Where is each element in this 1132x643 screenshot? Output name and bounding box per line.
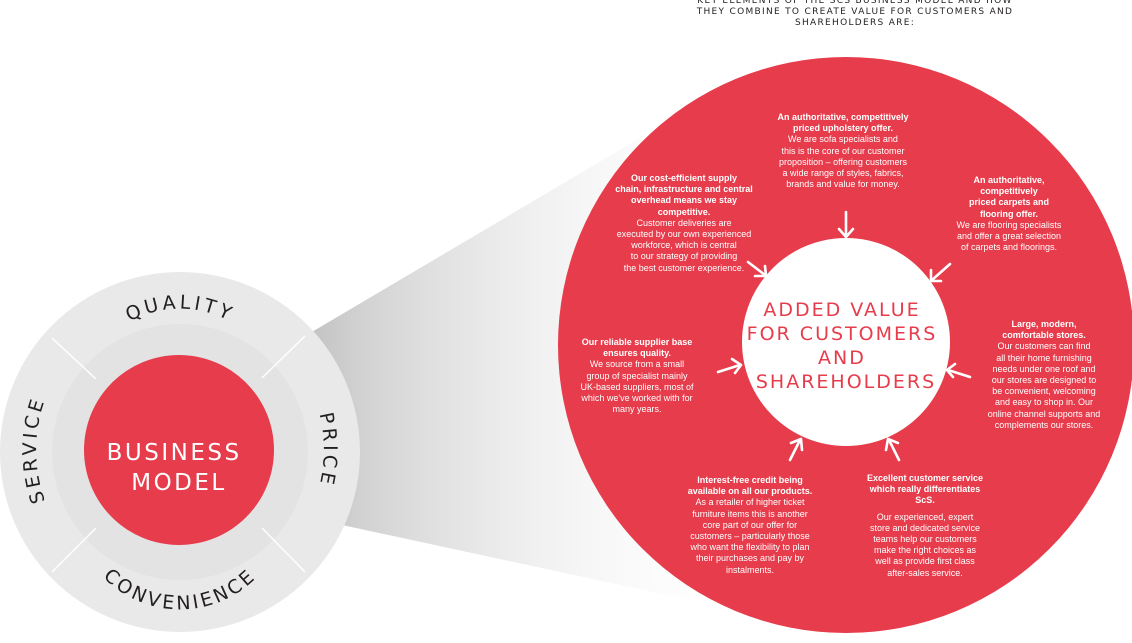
- blurb-title-line: Interest-free credit being: [697, 475, 803, 485]
- blurb-body-line: Our customers can find: [997, 341, 1091, 352]
- wheel-divider: [261, 527, 306, 573]
- blurb-body-line: UK-based suppliers, most of: [580, 381, 694, 392]
- blurb-stores: Large, modern, comfortable stores. Our c…: [975, 319, 1113, 431]
- blurb-body-line: a wide range of styles, fabrics,: [782, 168, 904, 179]
- blurb-title-line: Large, modern,: [1011, 319, 1077, 329]
- blurb-title-line: priced carpets and: [968, 197, 1050, 208]
- value-center-line: FOR CUSTOMERS: [747, 323, 938, 345]
- blurb-body-line: the best customer experience.: [623, 262, 745, 273]
- diagram-heading: KEY ELEMENTS OF THE SCS BUSINESS MODEL A…: [690, 0, 1020, 29]
- arrow-icon: [716, 357, 743, 375]
- wheel-center-line: BUSINESS: [107, 440, 242, 466]
- blurb-title-line: overhead means we stay: [630, 195, 738, 206]
- blurb-body-line: complements our stores.: [994, 419, 1094, 430]
- blurb-body-line: online channel supports and: [987, 408, 1101, 419]
- blurb-body-line: who want the flexibility to plan: [690, 542, 810, 553]
- blurb-body-line: needs under one roof and: [992, 363, 1096, 374]
- blurb-body-line: executed by our own experienced: [616, 229, 752, 240]
- blurb-suppliers: Our reliable supplier base ensures quali…: [575, 337, 699, 415]
- blurb-credit: Interest-free credit being available on …: [680, 475, 820, 576]
- segment-price-label: PRICE: [315, 410, 338, 489]
- blurb-body-line: their purchases and pay by: [695, 553, 805, 564]
- blurb-body-line: after-sales service.: [887, 567, 963, 578]
- blurb-title-line: An authoritative, competitively: [777, 112, 909, 122]
- svg-text:BUSINESS MODEL: BUSINESS MODEL: [107, 440, 252, 496]
- arrow-icon: [884, 437, 901, 462]
- blurb-body-line: teams help our customers: [873, 534, 977, 545]
- blurb-body-line: many years.: [612, 404, 662, 415]
- arrow-icon: [746, 260, 768, 278]
- blurb-body-line: core part of our offer for: [702, 519, 798, 530]
- blurb-body-line: customers – particularly those: [690, 531, 810, 542]
- heading-line: KEY ELEMENTS OF THE SCS BUSINESS MODEL A…: [697, 0, 1013, 6]
- blurb-body-line: and easy to shop in. Our: [994, 397, 1094, 408]
- blurb-body-line: Our experienced, expert: [876, 511, 974, 522]
- value-center-circle: [742, 238, 950, 446]
- value-center-line: AND: [818, 347, 866, 369]
- blurb-carpets: An authoritative, competitively priced c…: [950, 175, 1068, 253]
- blurb-title-line: competitive.: [657, 206, 711, 217]
- blurb-title-line: available on all our products.: [687, 486, 813, 497]
- blurb-body-line: store and dedicated service: [869, 522, 981, 533]
- blurb-title-line: ScS.: [915, 495, 935, 506]
- blurb-service: Excellent customer service which really …: [858, 473, 992, 579]
- blurb-supply-chain: Our cost-efficient supply chain, infrast…: [610, 173, 758, 274]
- business-model-wheel: [0, 272, 360, 632]
- blurb-body-line: well as provide first class: [875, 556, 975, 567]
- blurb-body-line: furniture items this is another: [692, 508, 808, 519]
- blurb-body-line: all their home furnishing: [996, 352, 1092, 363]
- wheel-center-circle: [84, 355, 274, 545]
- arrow-icon: [929, 262, 952, 283]
- blurb-title-line: chain, infrastructure and central: [615, 184, 753, 195]
- blurb-body-line: and offer a great selection: [957, 231, 1061, 242]
- blurb-body-line: Customer deliveries are: [636, 217, 732, 228]
- blurb-body-line: proposition – offering customers: [779, 156, 907, 167]
- blurb-body-line: workforce, which is central: [631, 240, 737, 251]
- blurb-title-line: An authoritative,: [973, 175, 1045, 185]
- arrow-icon: [837, 210, 855, 239]
- blurb-title-line: comfortable stores.: [1002, 330, 1086, 341]
- blurb-title-line: flooring offer.: [980, 208, 1038, 219]
- blurb-body-line: brands and value for money.: [786, 179, 900, 190]
- wheel-center-line: MODEL: [131, 470, 227, 496]
- blurb-body-line: We are flooring specialists: [956, 219, 1062, 230]
- blurb-body-line: to our strategy of providing: [630, 251, 738, 262]
- wheel-divider: [51, 337, 97, 380]
- blurb-body-line: instalments.: [725, 564, 775, 575]
- blurb-title-line: ensures quality.: [603, 348, 671, 359]
- blurb-body-line: our stores are designed to: [991, 375, 1097, 386]
- svg-text:PRICE: PRICE: [315, 410, 341, 489]
- blurb-body-line: make the right choices as: [873, 545, 977, 556]
- blurb-title-line: Excellent customer service: [866, 473, 984, 483]
- arrow-icon: [788, 437, 804, 462]
- value-center-line: ADDED VALUE: [763, 299, 920, 321]
- wheel-divider: [51, 527, 97, 573]
- svg-text:ADDED VALUE FOR CUSTOMERS: ADDED VALUE FOR CUSTOMERS AND SHAREHOLDE…: [747, 299, 946, 393]
- blurb-body-line: As a retailer of higher ticket: [695, 497, 805, 508]
- heading-line: THEY COMBINE TO CREATE VALUE FOR CUSTOME…: [696, 7, 1014, 17]
- blurb-title-line: Our reliable supplier base: [581, 337, 693, 347]
- arrow-icon: [945, 362, 972, 379]
- blurb-body-line: be convenient, welcoming: [992, 386, 1096, 397]
- blurb-body-line: We are sofa specialists and: [788, 134, 898, 145]
- blurb-upholstery: An authoritative, competitively priced u…: [768, 112, 918, 190]
- blurb-body-line: which we've worked with for: [581, 393, 693, 404]
- blurb-body-line: We source from a small: [589, 359, 685, 370]
- blurb-title-line: which really differentiates: [869, 484, 981, 495]
- blurb-body-line: of carpets and floorings.: [960, 242, 1058, 253]
- wheel-divider: [261, 335, 306, 379]
- blurb-title-line: competitively: [980, 186, 1038, 197]
- heading-line: SHAREHOLDERS ARE:: [794, 18, 916, 28]
- blurb-title-line: Our cost-efficient supply: [630, 173, 737, 183]
- blurb-title-line: priced upholstery offer.: [792, 123, 894, 134]
- blurb-body-line: group of specialist mainly: [586, 370, 688, 381]
- value-center-line: SHAREHOLDERS: [756, 371, 936, 393]
- blurb-body-line: this is the core of our customer: [781, 145, 905, 156]
